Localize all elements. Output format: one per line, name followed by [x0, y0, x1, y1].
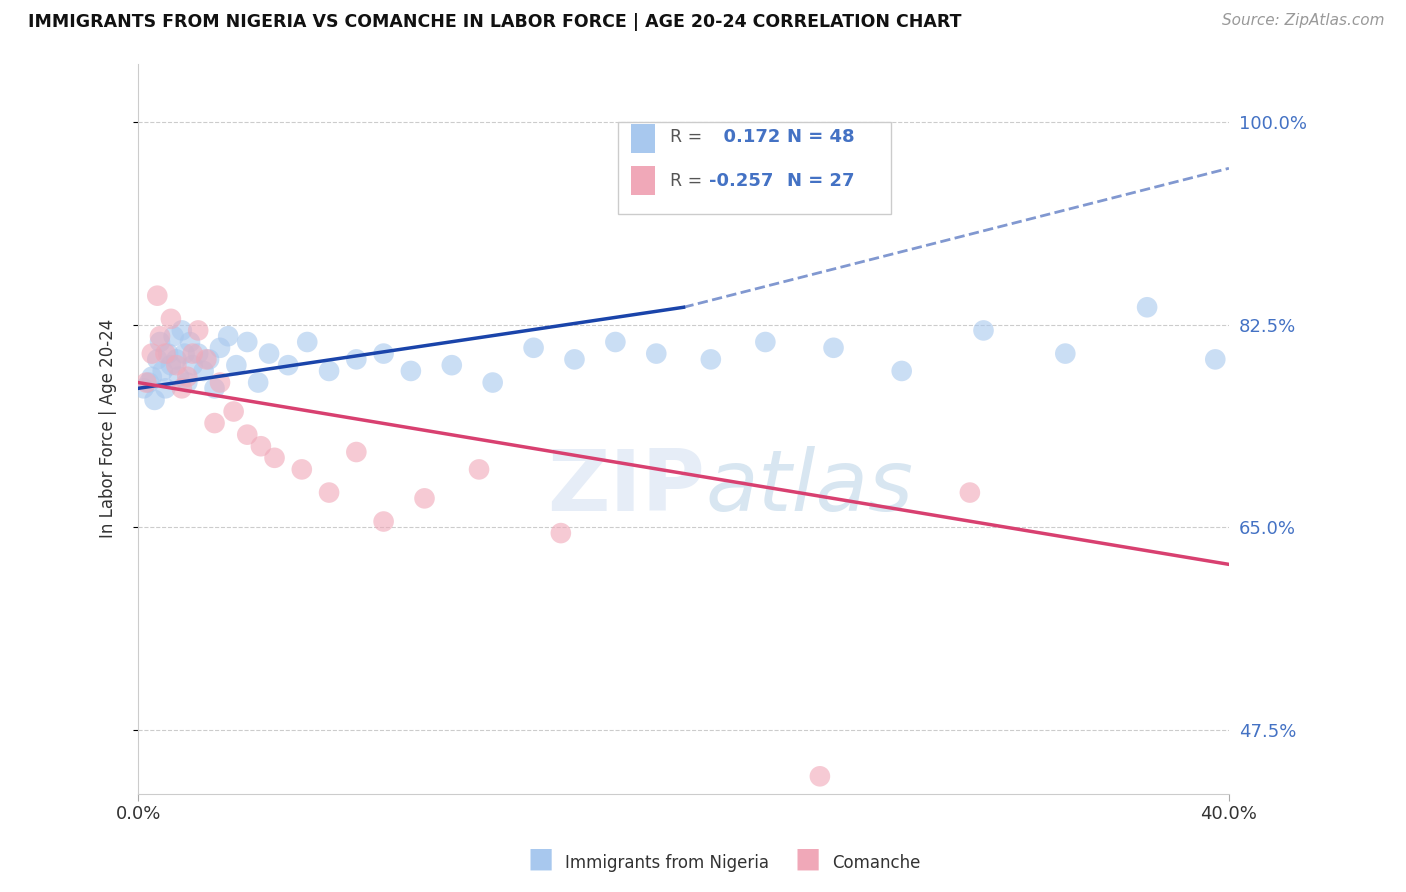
Point — [222, 404, 245, 418]
Point — [165, 358, 187, 372]
Point — [754, 334, 776, 349]
Point — [143, 392, 166, 407]
Point — [277, 358, 299, 372]
Text: atlas: atlas — [706, 446, 914, 529]
Y-axis label: In Labor Force | Age 20-24: In Labor Force | Age 20-24 — [100, 319, 117, 539]
Text: ■: ■ — [794, 845, 821, 872]
Point — [181, 346, 204, 360]
Point — [700, 352, 723, 367]
Point — [170, 323, 193, 337]
Point — [198, 352, 221, 367]
Point — [481, 376, 503, 390]
FancyBboxPatch shape — [631, 167, 655, 195]
Point — [193, 364, 215, 378]
Point — [959, 485, 981, 500]
Point — [146, 352, 169, 367]
Point — [890, 364, 912, 378]
Point — [155, 381, 177, 395]
Point — [208, 341, 231, 355]
Point — [250, 439, 273, 453]
Text: ZIP: ZIP — [547, 446, 706, 529]
Point — [344, 445, 367, 459]
Point — [163, 329, 186, 343]
Point — [564, 352, 586, 367]
Point — [605, 334, 627, 349]
Point — [1054, 346, 1077, 360]
Point — [247, 376, 270, 390]
Point — [179, 334, 201, 349]
Text: ■: ■ — [527, 845, 554, 872]
Point — [149, 334, 172, 349]
Text: -0.257: -0.257 — [709, 172, 773, 190]
Point — [1204, 352, 1226, 367]
Point — [149, 329, 172, 343]
Point — [263, 450, 285, 465]
Point — [141, 346, 163, 360]
Point — [413, 491, 436, 506]
Point — [187, 323, 209, 337]
Point — [160, 311, 183, 326]
Point — [204, 381, 226, 395]
Point — [523, 341, 546, 355]
Text: Comanche: Comanche — [832, 855, 921, 872]
Point — [141, 369, 163, 384]
Text: R =: R = — [671, 172, 703, 190]
Point — [208, 376, 231, 390]
Point — [257, 346, 280, 360]
Point — [132, 381, 155, 395]
Point — [373, 515, 395, 529]
Point — [225, 358, 247, 372]
Point — [138, 376, 160, 390]
Point — [152, 364, 174, 378]
Point — [823, 341, 845, 355]
Point — [195, 352, 218, 367]
Point — [155, 346, 177, 360]
Point — [468, 462, 491, 476]
Point — [973, 323, 995, 337]
Point — [399, 364, 422, 378]
Text: R =: R = — [671, 128, 703, 146]
Text: N = 48: N = 48 — [787, 128, 855, 146]
Point — [645, 346, 668, 360]
Text: 0.172: 0.172 — [711, 128, 780, 146]
Point — [204, 416, 226, 430]
Point — [173, 346, 195, 360]
Point — [550, 526, 572, 541]
FancyBboxPatch shape — [619, 122, 891, 213]
Point — [297, 334, 319, 349]
Point — [176, 369, 198, 384]
FancyBboxPatch shape — [631, 124, 655, 153]
Point — [217, 329, 239, 343]
Point — [440, 358, 463, 372]
Point — [236, 427, 259, 442]
Point — [236, 334, 259, 349]
Point — [344, 352, 367, 367]
Point — [373, 346, 395, 360]
Point — [135, 376, 157, 390]
Point — [176, 376, 198, 390]
Point — [808, 769, 831, 783]
Text: Immigrants from Nigeria: Immigrants from Nigeria — [565, 855, 769, 872]
Point — [167, 369, 190, 384]
Point — [146, 288, 169, 302]
Text: N = 27: N = 27 — [787, 172, 855, 190]
Text: Source: ZipAtlas.com: Source: ZipAtlas.com — [1222, 13, 1385, 29]
Point — [291, 462, 314, 476]
Point — [157, 346, 180, 360]
Point — [160, 358, 183, 372]
Point — [1136, 300, 1159, 314]
Point — [318, 364, 340, 378]
Point — [187, 346, 209, 360]
Point — [181, 358, 204, 372]
Point — [170, 381, 193, 395]
Point — [318, 485, 340, 500]
Point — [165, 352, 187, 367]
Text: IMMIGRANTS FROM NIGERIA VS COMANCHE IN LABOR FORCE | AGE 20-24 CORRELATION CHART: IMMIGRANTS FROM NIGERIA VS COMANCHE IN L… — [28, 13, 962, 31]
